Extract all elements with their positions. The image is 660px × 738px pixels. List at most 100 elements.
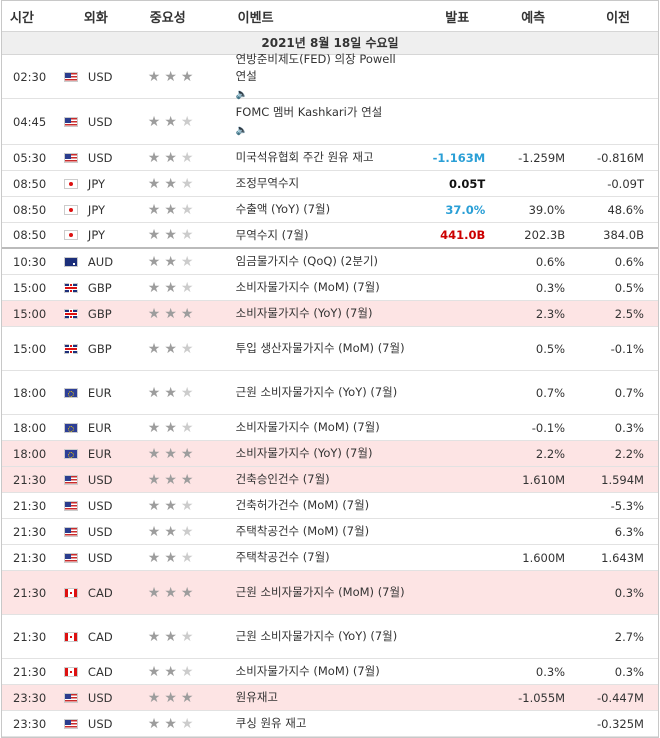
event-name[interactable]: 조정무역수지 xyxy=(235,176,300,190)
event-name[interactable]: 소비자물가지수 (MoM) (7월) xyxy=(235,664,380,678)
previous-value: 2.7% xyxy=(614,629,644,644)
previous-value: 0.5% xyxy=(614,280,644,295)
previous-value: 0.3% xyxy=(614,585,644,600)
event-row[interactable]: 21:30 USD ★★★ 주택착공건수 (7월) 1.600M 1.643M xyxy=(2,545,658,571)
event-name[interactable]: 연방준비제도(FED) 의장 Powell 연설 xyxy=(235,51,396,83)
event-cell: 소비자물가지수 (YoY) (7월) xyxy=(228,445,409,462)
header-currency[interactable]: 외화 xyxy=(83,10,108,26)
event-row[interactable]: 21:30 CAD ★★★ 근원 소비자물가지수 (YoY) (7월) 2.7% xyxy=(2,615,658,659)
currency-code: USD xyxy=(87,498,113,513)
event-name[interactable]: 쿠싱 원유 재고 xyxy=(235,716,307,730)
header-importance[interactable]: 중요성 xyxy=(149,10,186,26)
event-row[interactable]: 15:00 GBP ★★★ 소비자물가지수 (YoY) (7월) 2.3% 2.… xyxy=(2,301,658,327)
importance-stars: ★★★ xyxy=(148,550,198,566)
header-actual[interactable]: 발표 xyxy=(445,10,470,26)
event-name[interactable]: 임금물가지수 (QoQ) (2분기) xyxy=(235,254,379,268)
event-row[interactable]: 18:00 EUR ★★★ 소비자물가지수 (MoM) (7월) -0.1% 0… xyxy=(2,415,658,441)
header-forecast[interactable]: 예측 xyxy=(521,10,546,26)
header-event[interactable]: 이벤트 xyxy=(237,10,274,26)
importance-cell: ★★★ xyxy=(140,150,228,166)
event-name[interactable]: FOMC 멤버 Kashkari가 연설 xyxy=(235,105,383,119)
importance-cell: ★★★ xyxy=(140,446,228,462)
star-icon: ★ xyxy=(180,471,198,488)
currency-code: USD xyxy=(87,114,113,129)
star-icon: ★ xyxy=(180,227,198,243)
star-icon: ★ xyxy=(180,549,198,566)
actual-value: -1.163M xyxy=(432,150,486,165)
event-row[interactable]: 15:00 GBP ★★★ 투입 생산자물가지수 (MoM) (7월) 0.5%… xyxy=(2,327,658,371)
event-name[interactable]: 근원 소비자물가지수 (YoY) (7월) xyxy=(235,385,398,399)
importance-stars: ★★★ xyxy=(148,498,198,514)
speaker-icon[interactable]: 🔈 xyxy=(235,125,249,136)
event-time: 21:30 xyxy=(13,585,47,600)
importance-cell: ★★★ xyxy=(140,114,228,130)
ca-flag-icon xyxy=(63,666,78,677)
star-icon: ★ xyxy=(164,584,181,601)
us-flag-icon xyxy=(63,552,78,563)
previous-value: -5.3% xyxy=(610,498,644,513)
currency-code: GBP xyxy=(87,306,112,321)
star-icon: ★ xyxy=(147,305,165,322)
event-row[interactable]: 21:30 CAD ★★★ 소비자물가지수 (MoM) (7월) 0.3% 0.… xyxy=(2,659,658,685)
event-row[interactable]: 21:30 USD ★★★ 건축승인건수 (7월) 1.610M 1.594M xyxy=(2,467,658,493)
star-icon: ★ xyxy=(147,149,165,166)
event-row[interactable]: 18:00 EUR ★★★ 근원 소비자물가지수 (YoY) (7월) 0.7%… xyxy=(2,371,658,415)
previous-value: -0.1% xyxy=(610,341,644,356)
event-name[interactable]: 근원 소비자물가지수 (MoM) (7월) xyxy=(235,585,405,599)
event-row[interactable]: 21:30 CAD ★★★ 근원 소비자물가지수 (MoM) (7월) 0.3% xyxy=(2,571,658,615)
event-row[interactable]: 08:50 JPY ★★★ 수출액 (YoY) (7월) 37.0% 39.0%… xyxy=(2,197,658,223)
event-name[interactable]: 수출액 (YoY) (7월) xyxy=(235,202,331,216)
event-time: 15:00 xyxy=(13,280,47,295)
event-name[interactable]: 건축승인건수 (7월) xyxy=(235,472,330,486)
currency-code: GBP xyxy=(87,341,112,356)
gb-flag-icon xyxy=(63,343,78,354)
currency-cell: EUR xyxy=(62,421,140,435)
event-name[interactable]: 건축허가건수 (MoM) (7월) xyxy=(235,498,370,512)
event-list: 02:30 USD ★★★ 연방준비제도(FED) 의장 Powell 연설 🔈… xyxy=(2,51,658,737)
event-time: 15:00 xyxy=(13,306,47,321)
event-row[interactable]: 05:30 USD ★★★ 미국석유협회 주간 원유 재고 -1.163M -1… xyxy=(2,145,658,171)
importance-stars: ★★★ xyxy=(148,716,198,732)
event-row[interactable]: 18:00 EUR ★★★ 소비자물가지수 (YoY) (7월) 2.2% 2.… xyxy=(2,441,658,467)
event-name[interactable]: 주택착공건수 (MoM) (7월) xyxy=(235,524,370,538)
event-row[interactable]: 15:00 GBP ★★★ 소비자물가지수 (MoM) (7월) 0.3% 0.… xyxy=(2,275,658,301)
currency-cell: JPY xyxy=(62,203,140,217)
forecast-value: 0.6% xyxy=(535,254,566,269)
event-row[interactable]: 08:50 JPY ★★★ 무역수지 (7월) 441.0B 202.3B 38… xyxy=(2,223,658,249)
forecast-value: -0.1% xyxy=(531,420,566,435)
event-row[interactable]: 21:30 USD ★★★ 건축허가건수 (MoM) (7월) -5.3% xyxy=(2,493,658,519)
us-flag-icon xyxy=(63,500,78,511)
event-name[interactable]: 원유재고 xyxy=(235,690,278,704)
actual-value: 0.05T xyxy=(449,176,486,191)
header-previous[interactable]: 이전 xyxy=(606,10,631,26)
star-icon: ★ xyxy=(180,419,198,436)
event-row[interactable]: 10:30 AUD ★★★ 임금물가지수 (QoQ) (2분기) 0.6% 0.… xyxy=(2,249,658,275)
previous-value: -0.447M xyxy=(596,690,644,705)
event-row[interactable]: 23:30 USD ★★★ 원유재고 -1.055M -0.447M xyxy=(2,685,658,711)
event-name[interactable]: 소비자물가지수 (MoM) (7월) xyxy=(235,280,380,294)
star-icon: ★ xyxy=(164,305,181,322)
event-name[interactable]: 소비자물가지수 (YoY) (7월) xyxy=(235,306,373,320)
event-name[interactable]: 소비자물가지수 (MoM) (7월) xyxy=(235,420,380,434)
event-cell: 소비자물가지수 (MoM) (7월) xyxy=(228,663,409,680)
eu-flag-icon xyxy=(63,422,78,433)
speaker-icon[interactable]: 🔈 xyxy=(235,88,249,100)
event-name[interactable]: 투입 생산자물가지수 (MoM) (7월) xyxy=(235,341,405,355)
event-row[interactable]: 21:30 USD ★★★ 주택착공건수 (MoM) (7월) 6.3% xyxy=(2,519,658,545)
event-row[interactable]: 02:30 USD ★★★ 연방준비제도(FED) 의장 Powell 연설 🔈 xyxy=(2,51,658,100)
header-time[interactable]: 시간 xyxy=(10,10,34,26)
event-name[interactable]: 무역수지 (7월) xyxy=(235,227,309,242)
event-name[interactable]: 소비자물가지수 (YoY) (7월) xyxy=(235,446,373,460)
event-name[interactable]: 미국석유협회 주간 원유 재고 xyxy=(235,150,374,164)
importance-cell: ★★★ xyxy=(140,716,228,732)
currency-code: AUD xyxy=(87,254,114,269)
event-row[interactable]: 04:45 USD ★★★ FOMC 멤버 Kashkari가 연설 🔈 xyxy=(2,99,658,145)
event-row[interactable]: 23:30 USD ★★★ 쿠싱 원유 재고 -0.325M xyxy=(2,711,658,737)
star-icon: ★ xyxy=(147,584,165,601)
event-name[interactable]: 근원 소비자물가지수 (YoY) (7월) xyxy=(235,629,398,643)
event-cell: 근원 소비자물가지수 (MoM) (7월) xyxy=(228,584,409,601)
importance-stars: ★★★ xyxy=(148,114,198,130)
event-name[interactable]: 주택착공건수 (7월) xyxy=(235,550,330,564)
event-row[interactable]: 08:50 JPY ★★★ 조정무역수지 0.05T -0.09T xyxy=(2,171,658,197)
previous-value: 0.3% xyxy=(614,420,644,435)
